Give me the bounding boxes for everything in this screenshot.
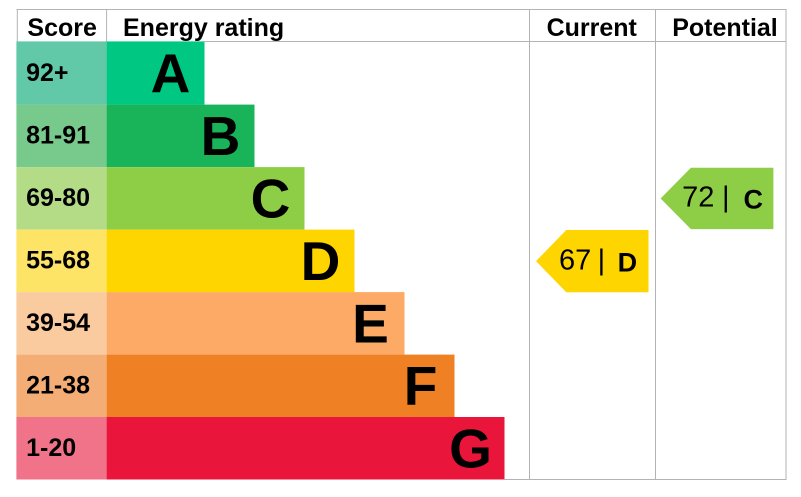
svg-text:81-91: 81-91: [26, 121, 90, 149]
svg-text:G: G: [449, 417, 492, 479]
svg-text:55-68: 55-68: [26, 247, 90, 275]
svg-text:Score: Score: [27, 14, 97, 42]
svg-text:C: C: [744, 184, 764, 214]
svg-text:1-20: 1-20: [26, 434, 76, 462]
svg-text:Current: Current: [547, 14, 638, 42]
svg-text:Energy rating: Energy rating: [123, 14, 284, 42]
svg-text:|: |: [722, 182, 730, 214]
svg-text:72: 72: [682, 182, 714, 214]
svg-text:92+: 92+: [26, 59, 68, 87]
svg-text:D: D: [301, 230, 341, 292]
svg-text:|: |: [598, 245, 606, 277]
svg-text:E: E: [352, 292, 389, 354]
svg-text:D: D: [618, 247, 638, 277]
svg-text:A: A: [151, 42, 191, 104]
svg-text:69-80: 69-80: [26, 184, 90, 212]
svg-text:Potential: Potential: [672, 14, 778, 42]
svg-text:39-54: 39-54: [26, 309, 90, 337]
svg-text:B: B: [201, 105, 241, 167]
svg-text:C: C: [251, 167, 291, 229]
svg-text:67: 67: [559, 245, 591, 277]
svg-text:21-38: 21-38: [26, 372, 90, 400]
svg-text:F: F: [404, 355, 438, 417]
